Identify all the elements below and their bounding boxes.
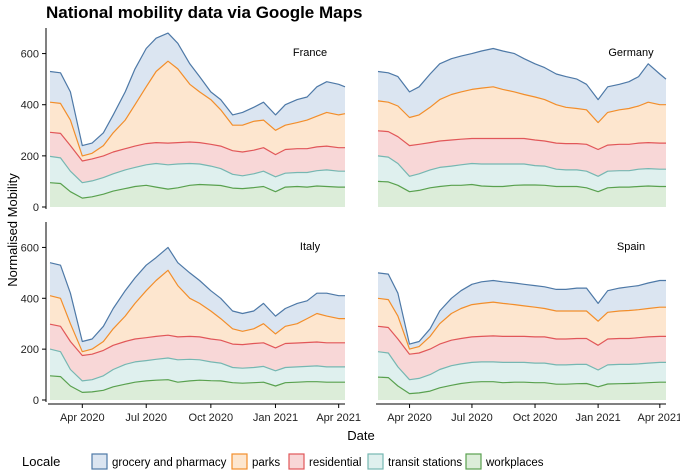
facet-label-france: France (293, 47, 327, 59)
legend-label: workplaces (485, 457, 544, 469)
legend-swatch (231, 453, 248, 470)
facet-panels: France 0 200 400 600 Germany Italy 0 200 400 600 Ap… (21, 28, 680, 424)
line-parks-germany (377, 86, 666, 124)
x-tick-label: Jul 2020 (451, 412, 493, 424)
facet-label-spain: Spain (617, 241, 645, 253)
y-tick-label: 200 (21, 344, 39, 356)
x-tick-label: Oct 2020 (513, 412, 558, 424)
area-workplaces-germany (378, 181, 666, 207)
line-workplaces-germany (377, 180, 666, 193)
y-tick-label: 200 (21, 151, 39, 163)
x-tick-label: Jul 2020 (125, 412, 167, 424)
facet-label-italy: Italy (300, 241, 321, 253)
facet-label-germany: Germany (608, 47, 654, 59)
legend-item-parks: parks (231, 453, 280, 470)
x-tick-label: Apr 2021 (638, 412, 680, 424)
panel-italy: Italy 0 200 400 600 Apr 2020 Jul 2020 Oct 2020 J… (21, 222, 361, 424)
y-tick-label: 600 (21, 242, 39, 254)
line-parks-spain (377, 297, 666, 350)
area-workplaces-france (50, 182, 345, 207)
line-transit-stations-italy (49, 348, 345, 382)
line-parks-italy (49, 269, 345, 353)
line-grocery-and-pharmacy-france (49, 32, 346, 147)
line-workplaces-spain (377, 376, 666, 395)
line-transit-stations-france (49, 155, 345, 184)
line-workplaces-france (49, 182, 345, 199)
line-residential-france (49, 131, 345, 162)
x-tick-label: Oct 2020 (189, 412, 234, 424)
line-grocery-and-pharmacy-italy (49, 246, 345, 343)
area-workplaces-spain (378, 377, 666, 400)
x-tick-label: Apr 2020 (387, 412, 432, 424)
legend-item-residential: residential (288, 453, 361, 470)
legend-swatch (367, 453, 384, 470)
legend-label: grocery and pharmacy (112, 457, 227, 469)
line-workplaces-italy (49, 375, 345, 393)
line-grocery-and-pharmacy-spain (377, 272, 666, 345)
y-tick-label: 400 (21, 100, 39, 112)
legend-items: grocery and pharmacy parks residential tran… (91, 453, 544, 470)
legend: Locale grocery and pharmacy parks resident… (22, 453, 544, 470)
x-axis-title: Date (347, 428, 374, 443)
panel-spain: Spain Apr 2020 Jul 2020 Oct 2020 Jan 2021 Apr… (376, 241, 680, 424)
legend-item-grocery-and-pharmacy: grocery and pharmacy (91, 453, 227, 470)
y-tick-label: 0 (33, 395, 39, 407)
x-tick-label: Apr 2020 (60, 412, 105, 424)
panel-germany: Germany (377, 47, 667, 207)
x-tick-label: Jan 2021 (575, 412, 620, 424)
line-residential-germany (377, 130, 666, 151)
line-residential-spain (377, 325, 666, 355)
legend-label: transit stations (388, 457, 462, 469)
legend-label: residential (309, 457, 361, 469)
area-workplaces-italy (50, 375, 345, 400)
legend-label: parks (252, 457, 280, 469)
y-axis-title: Normalised Mobility (5, 173, 20, 287)
y-tick-label: 600 (21, 49, 39, 61)
line-residential-italy (49, 323, 345, 357)
legend-swatch (91, 453, 108, 470)
x-tick-label: Jan 2021 (253, 412, 298, 424)
y-tick-label: 400 (21, 293, 39, 305)
x-tick-label: Apr 2021 (316, 412, 361, 424)
legend-swatch (465, 453, 482, 470)
legend-item-transit-stations: transit stations (367, 453, 462, 470)
legend-title: Locale (22, 454, 60, 469)
chart-title: National mobility data via Google Maps (46, 3, 362, 22)
line-transit-stations-germany (377, 155, 666, 177)
line-parks-france (49, 60, 346, 157)
line-grocery-and-pharmacy-germany (377, 47, 667, 101)
line-transit-stations-spain (377, 351, 666, 381)
y-tick-label: 0 (33, 202, 39, 214)
legend-swatch (288, 453, 305, 470)
legend-item-workplaces: workplaces (465, 453, 544, 470)
panel-france: France 0 200 400 600 (21, 28, 346, 214)
